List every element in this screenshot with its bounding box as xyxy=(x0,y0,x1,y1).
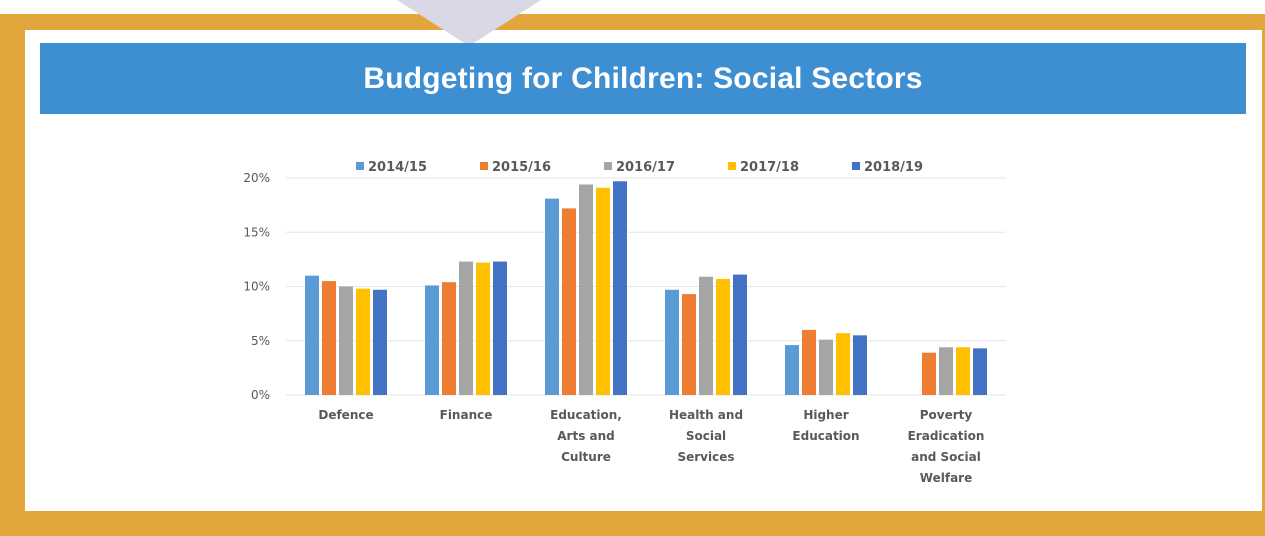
x-tick-label: Health and xyxy=(669,408,743,422)
x-tick-label: Services xyxy=(677,450,734,464)
bar-2016-17 xyxy=(459,261,473,395)
legend-swatch xyxy=(356,162,364,170)
x-tick-label: Social xyxy=(686,429,726,443)
bar-2018-19 xyxy=(973,348,987,395)
bar-2016-17 xyxy=(939,347,953,395)
bar-2016-17 xyxy=(819,339,833,395)
legend-label: 2015/16 xyxy=(492,160,551,175)
bar-2014-15 xyxy=(665,289,679,395)
x-tick-label: Culture xyxy=(561,450,611,464)
y-tick-label: 0% xyxy=(251,388,270,402)
x-tick-label: and Social xyxy=(911,450,981,464)
bar-2014-15 xyxy=(425,285,439,395)
x-tick-label: Poverty xyxy=(920,408,973,422)
legend-label: 2017/18 xyxy=(740,160,799,175)
page-title: Budgeting for Children: Social Sectors xyxy=(40,43,1246,114)
bar-2016-17 xyxy=(339,286,353,395)
legend-swatch xyxy=(728,162,736,170)
legend-label: 2016/17 xyxy=(616,160,675,175)
bar-chart: 0% 5% 10% 15% 20% Defence Finance Education, Art… xyxy=(243,160,1006,485)
legend-swatch xyxy=(604,162,612,170)
x-tick-label: Higher xyxy=(803,408,848,422)
legend-label: 2018/19 xyxy=(864,160,923,175)
x-tick-label: Defence xyxy=(318,408,373,422)
bar-2014-15 xyxy=(785,345,799,395)
bar-2017-18 xyxy=(956,347,970,395)
x-tick-label: Welfare xyxy=(920,471,972,485)
bar-2017-18 xyxy=(476,262,490,395)
bar-2016-17 xyxy=(579,184,593,395)
bar-2017-18 xyxy=(716,278,730,395)
legend-label: 2014/15 xyxy=(368,160,427,175)
y-tick-label: 5% xyxy=(251,334,270,348)
x-tick-label: Arts and xyxy=(557,429,615,443)
x-tick-label: Eradication xyxy=(908,429,985,443)
bar-2017-18 xyxy=(596,187,610,395)
legend-swatch xyxy=(480,162,488,170)
bar-2018-19 xyxy=(853,335,867,395)
chart-area: 0% 5% 10% 15% 20% Defence Finance Education, Art… xyxy=(196,148,1020,493)
decorative-tab xyxy=(397,0,541,46)
bar-2015-16 xyxy=(562,208,576,395)
bar-2018-19 xyxy=(613,181,627,395)
bar-2015-16 xyxy=(322,281,336,395)
x-tick-label: Finance xyxy=(440,408,493,422)
bar-2015-16 xyxy=(442,282,456,395)
bar-2017-18 xyxy=(836,333,850,395)
bar-2014-15 xyxy=(545,198,559,395)
x-tick-label: Education, xyxy=(550,408,622,422)
bar-2018-19 xyxy=(493,261,507,395)
legend-swatch xyxy=(852,162,860,170)
y-tick-label: 10% xyxy=(243,280,270,294)
y-tick-label: 20% xyxy=(243,171,270,185)
bar-2016-17 xyxy=(699,276,713,395)
bar-2015-16 xyxy=(922,352,936,395)
bar-2017-18 xyxy=(356,288,370,395)
x-tick-label: Education xyxy=(792,429,859,443)
bar-2014-15 xyxy=(305,275,319,395)
bar-2018-19 xyxy=(733,274,747,395)
bar-2015-16 xyxy=(802,329,816,395)
bar-2018-19 xyxy=(373,289,387,395)
bar-2015-16 xyxy=(682,294,696,395)
y-tick-label: 15% xyxy=(243,225,270,239)
